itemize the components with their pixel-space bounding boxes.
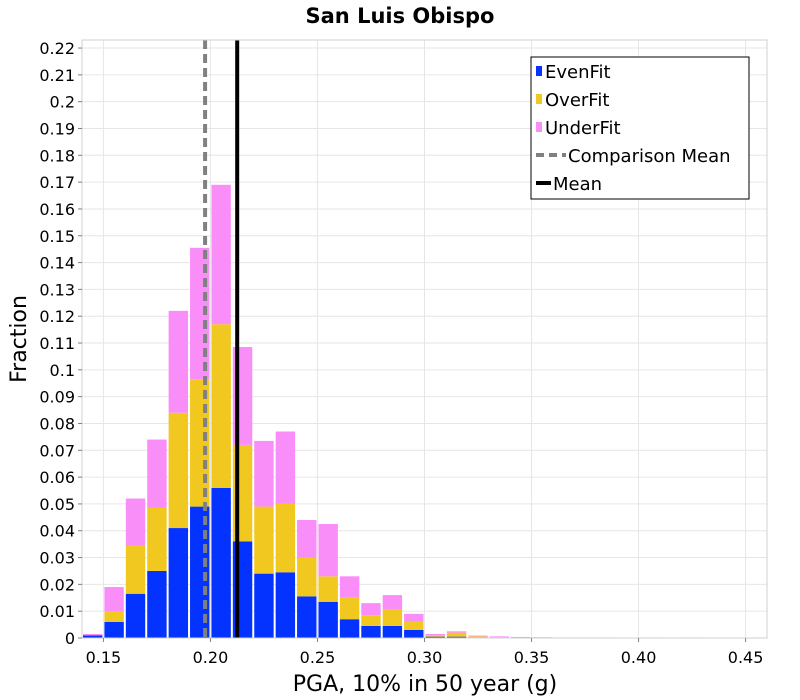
bar-evenfit <box>125 593 146 638</box>
x-tick-label: 0.25 <box>300 648 336 667</box>
bar-overfit <box>382 609 403 626</box>
y-tick-label: 0.07 <box>39 441 75 460</box>
bar-evenfit <box>297 596 317 638</box>
bar-overfit <box>147 507 167 571</box>
bar-underfit <box>211 184 231 325</box>
legend-swatch-underfit <box>536 122 542 132</box>
legend-swatch-overfit <box>536 94 542 104</box>
y-tick-label: 0.11 <box>39 334 75 353</box>
bar-evenfit <box>318 601 338 638</box>
bar-underfit <box>104 587 124 612</box>
bar-overfit <box>468 636 488 638</box>
y-tick-label: 0.19 <box>39 119 75 138</box>
bar-overfit <box>318 576 338 602</box>
bar-overfit <box>489 637 510 638</box>
y-tick-label: 0.18 <box>39 146 75 165</box>
y-tick-label: 0.09 <box>39 388 75 407</box>
bar-evenfit <box>104 621 124 638</box>
bar-evenfit <box>339 619 360 638</box>
bar-underfit <box>361 603 381 616</box>
x-axis-label: PGA, 10% in 50 year (g) <box>293 672 557 697</box>
y-tick-label: 0 <box>65 629 75 648</box>
y-tick-label: 0.13 <box>39 280 75 299</box>
y-tick-label: 0.04 <box>39 522 75 541</box>
bar-evenfit <box>211 487 231 638</box>
y-tick-label: 0.12 <box>39 307 75 326</box>
bar-overfit <box>125 545 146 594</box>
bar-evenfit <box>425 636 445 638</box>
legend-box <box>530 56 750 200</box>
y-tick-label: 0.02 <box>39 575 75 594</box>
bar-overfit <box>339 597 360 620</box>
bar-underfit <box>147 439 167 508</box>
bar-evenfit <box>361 625 381 638</box>
bar-overfit <box>425 635 445 637</box>
y-tick-label: 0.16 <box>39 200 75 219</box>
bar-overfit <box>254 506 274 574</box>
x-tick-label: 0.15 <box>86 648 122 667</box>
legend-label-comparison-mean: Comparison Mean <box>568 146 731 167</box>
legend-label-underfit: UnderFit <box>545 118 621 139</box>
bar-evenfit <box>168 528 189 638</box>
bar-underfit <box>318 524 338 577</box>
legend-swatch-evenfit <box>536 66 542 76</box>
bar-overfit <box>446 632 467 637</box>
bar-overfit <box>168 412 189 529</box>
bar-underfit <box>468 635 488 637</box>
bar-underfit <box>532 637 552 638</box>
bar-underfit <box>382 595 403 610</box>
bar-underfit <box>511 636 531 638</box>
bar-underfit <box>168 310 189 413</box>
y-tick-label: 0.15 <box>39 227 75 246</box>
bar-underfit <box>254 440 274 507</box>
y-tick-label: 0.21 <box>39 66 75 85</box>
bar-underfit <box>489 636 510 638</box>
bar-evenfit <box>382 625 403 638</box>
x-tick-label: 0.35 <box>514 648 550 667</box>
chart-title: San Luis Obispo <box>306 4 495 28</box>
y-tick-label: 0.08 <box>39 414 75 433</box>
legend: EvenFit OverFit UnderFit Comparison Mean Mea… <box>530 56 750 200</box>
y-tick-label: 0.14 <box>39 254 75 273</box>
x-axis: 0.15 0.20 0.25 0.30 0.35 0.40 0.45 <box>86 638 764 667</box>
y-tick-label: 0.06 <box>39 468 75 487</box>
x-tick-label: 0.40 <box>621 648 657 667</box>
bar-evenfit <box>83 635 103 638</box>
bar-overfit <box>275 503 296 573</box>
y-tick-label: 0.17 <box>39 173 75 192</box>
y-tick-label: 0.01 <box>39 602 75 621</box>
bar-overfit <box>404 621 424 630</box>
y-tick-label: 0.03 <box>39 549 75 568</box>
bar-underfit <box>125 498 146 546</box>
bar-evenfit <box>147 570 167 638</box>
legend-label-overfit: OverFit <box>545 90 609 111</box>
bar-underfit <box>339 576 360 598</box>
bar-underfit <box>446 631 467 633</box>
y-tick-label: 0.1 <box>50 361 75 380</box>
x-tick-label: 0.30 <box>407 648 443 667</box>
bar-underfit <box>297 520 317 558</box>
bar-underfit <box>83 633 103 636</box>
y-axis: 0 0.01 0.02 0.03 0.04 0.05 0.06 0.07 0.08 0.09 0.1… <box>39 39 82 648</box>
y-tick-label: 0.05 <box>39 495 75 514</box>
bar-evenfit <box>446 636 467 638</box>
y-tick-label: 0.22 <box>39 39 75 58</box>
y-axis-label: Fraction <box>7 295 32 383</box>
legend-label-mean: Mean <box>553 174 602 195</box>
bar-evenfit <box>254 573 274 638</box>
bar-overfit <box>297 557 317 597</box>
bar-evenfit <box>404 629 424 638</box>
bar-underfit <box>425 633 445 636</box>
bar-overfit <box>104 611 124 622</box>
bar-evenfit <box>275 572 296 638</box>
bar-overfit <box>211 324 231 488</box>
legend-label-evenfit: EvenFit <box>545 62 611 83</box>
bar-underfit <box>275 431 296 504</box>
x-tick-label: 0.20 <box>193 648 229 667</box>
bar-overfit <box>361 615 381 626</box>
bar-underfit <box>404 613 424 622</box>
y-tick-label: 0.2 <box>50 93 75 112</box>
x-tick-label: 0.45 <box>728 648 764 667</box>
